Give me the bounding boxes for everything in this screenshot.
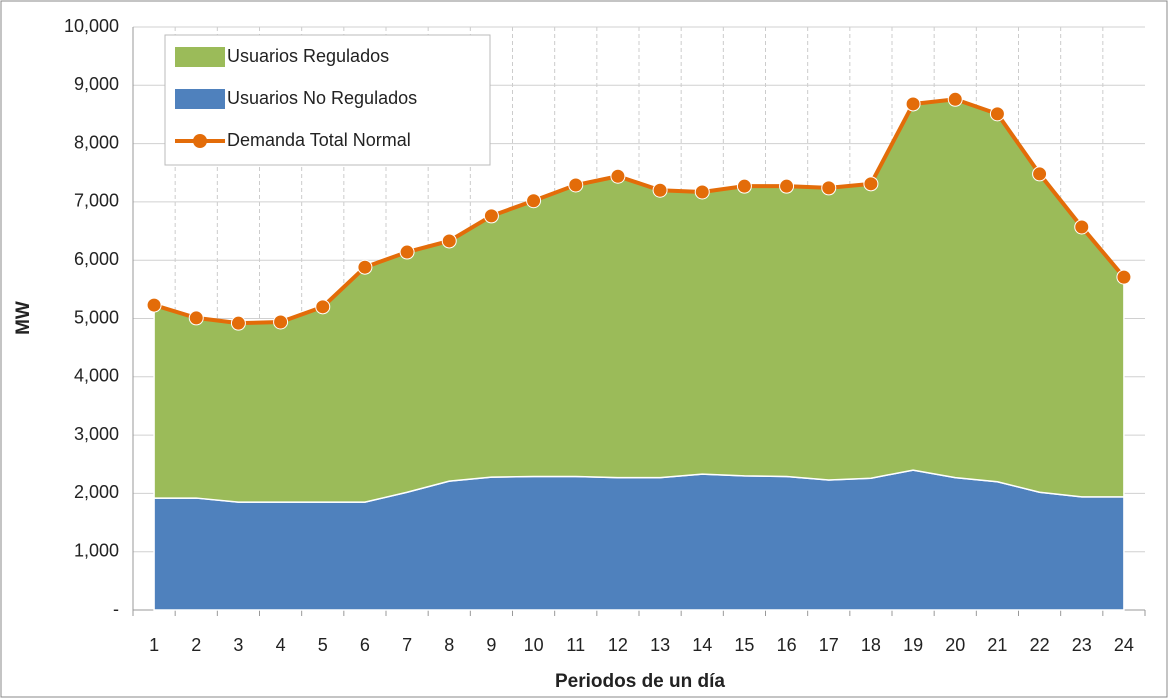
y-tick-label: 6,000 — [74, 249, 119, 269]
marker — [273, 314, 289, 330]
x-tick-label: 18 — [861, 635, 881, 655]
marker — [694, 184, 710, 200]
marker — [905, 96, 921, 112]
x-tick-label: 6 — [360, 635, 370, 655]
marker — [526, 193, 542, 209]
legend-swatch — [175, 47, 225, 67]
legend-label: Usuarios Regulados — [227, 46, 389, 66]
y-tick-label: 7,000 — [74, 191, 119, 211]
x-tick-label: 12 — [608, 635, 628, 655]
x-tick-label: 19 — [903, 635, 923, 655]
legend-label: Usuarios No Regulados — [227, 88, 417, 108]
marker — [146, 297, 162, 313]
x-tick-label: 16 — [777, 635, 797, 655]
x-tick-label: 13 — [650, 635, 670, 655]
x-tick-label: 10 — [524, 635, 544, 655]
marker — [188, 310, 204, 326]
marker — [357, 259, 373, 275]
y-tick-label: 1,000 — [74, 540, 119, 560]
y-tick-label: - — [113, 599, 119, 619]
marker — [1074, 219, 1090, 235]
marker — [441, 233, 457, 249]
y-tick-label: 9,000 — [74, 74, 119, 94]
x-tick-label: 23 — [1072, 635, 1092, 655]
x-tick-label: 22 — [1030, 635, 1050, 655]
marker — [483, 208, 499, 224]
legend-label: Demanda Total Normal — [227, 130, 411, 150]
marker — [863, 176, 879, 192]
x-tick-label: 20 — [945, 635, 965, 655]
legend-swatch — [175, 89, 225, 109]
x-tick-label: 9 — [486, 635, 496, 655]
y-tick-label: 2,000 — [74, 482, 119, 502]
marker — [947, 91, 963, 107]
x-tick-label: 5 — [318, 635, 328, 655]
marker — [821, 180, 837, 196]
x-tick-label: 24 — [1114, 635, 1134, 655]
x-tick-label: 8 — [444, 635, 454, 655]
marker — [230, 315, 246, 331]
x-tick-label: 2 — [191, 635, 201, 655]
y-axis-label: MW — [13, 301, 34, 335]
x-tick-label: 15 — [734, 635, 754, 655]
x-tick-label: 21 — [987, 635, 1007, 655]
marker — [399, 244, 415, 260]
x-tick-label: 7 — [402, 635, 412, 655]
marker — [989, 106, 1005, 122]
y-tick-label: 5,000 — [74, 307, 119, 327]
marker — [652, 182, 668, 198]
x-tick-label: 11 — [566, 635, 585, 655]
y-tick-label: 4,000 — [74, 366, 119, 386]
x-tick-label: 14 — [692, 635, 712, 655]
marker — [315, 299, 331, 315]
legend-marker — [193, 134, 207, 148]
marker — [568, 177, 584, 193]
marker — [779, 178, 795, 194]
x-tick-label: 1 — [149, 635, 159, 655]
y-tick-label: 8,000 — [74, 132, 119, 152]
marker — [1032, 166, 1048, 182]
marker — [610, 168, 626, 184]
x-tick-label: 17 — [819, 635, 839, 655]
x-tick-label: 3 — [233, 635, 243, 655]
marker — [1116, 269, 1132, 285]
y-tick-label: 3,000 — [74, 424, 119, 444]
y-tick-label: 10,000 — [64, 16, 119, 36]
marker — [736, 178, 752, 194]
x-tick-label: 4 — [276, 635, 286, 655]
x-axis-label: Periodos de un día — [555, 671, 725, 692]
